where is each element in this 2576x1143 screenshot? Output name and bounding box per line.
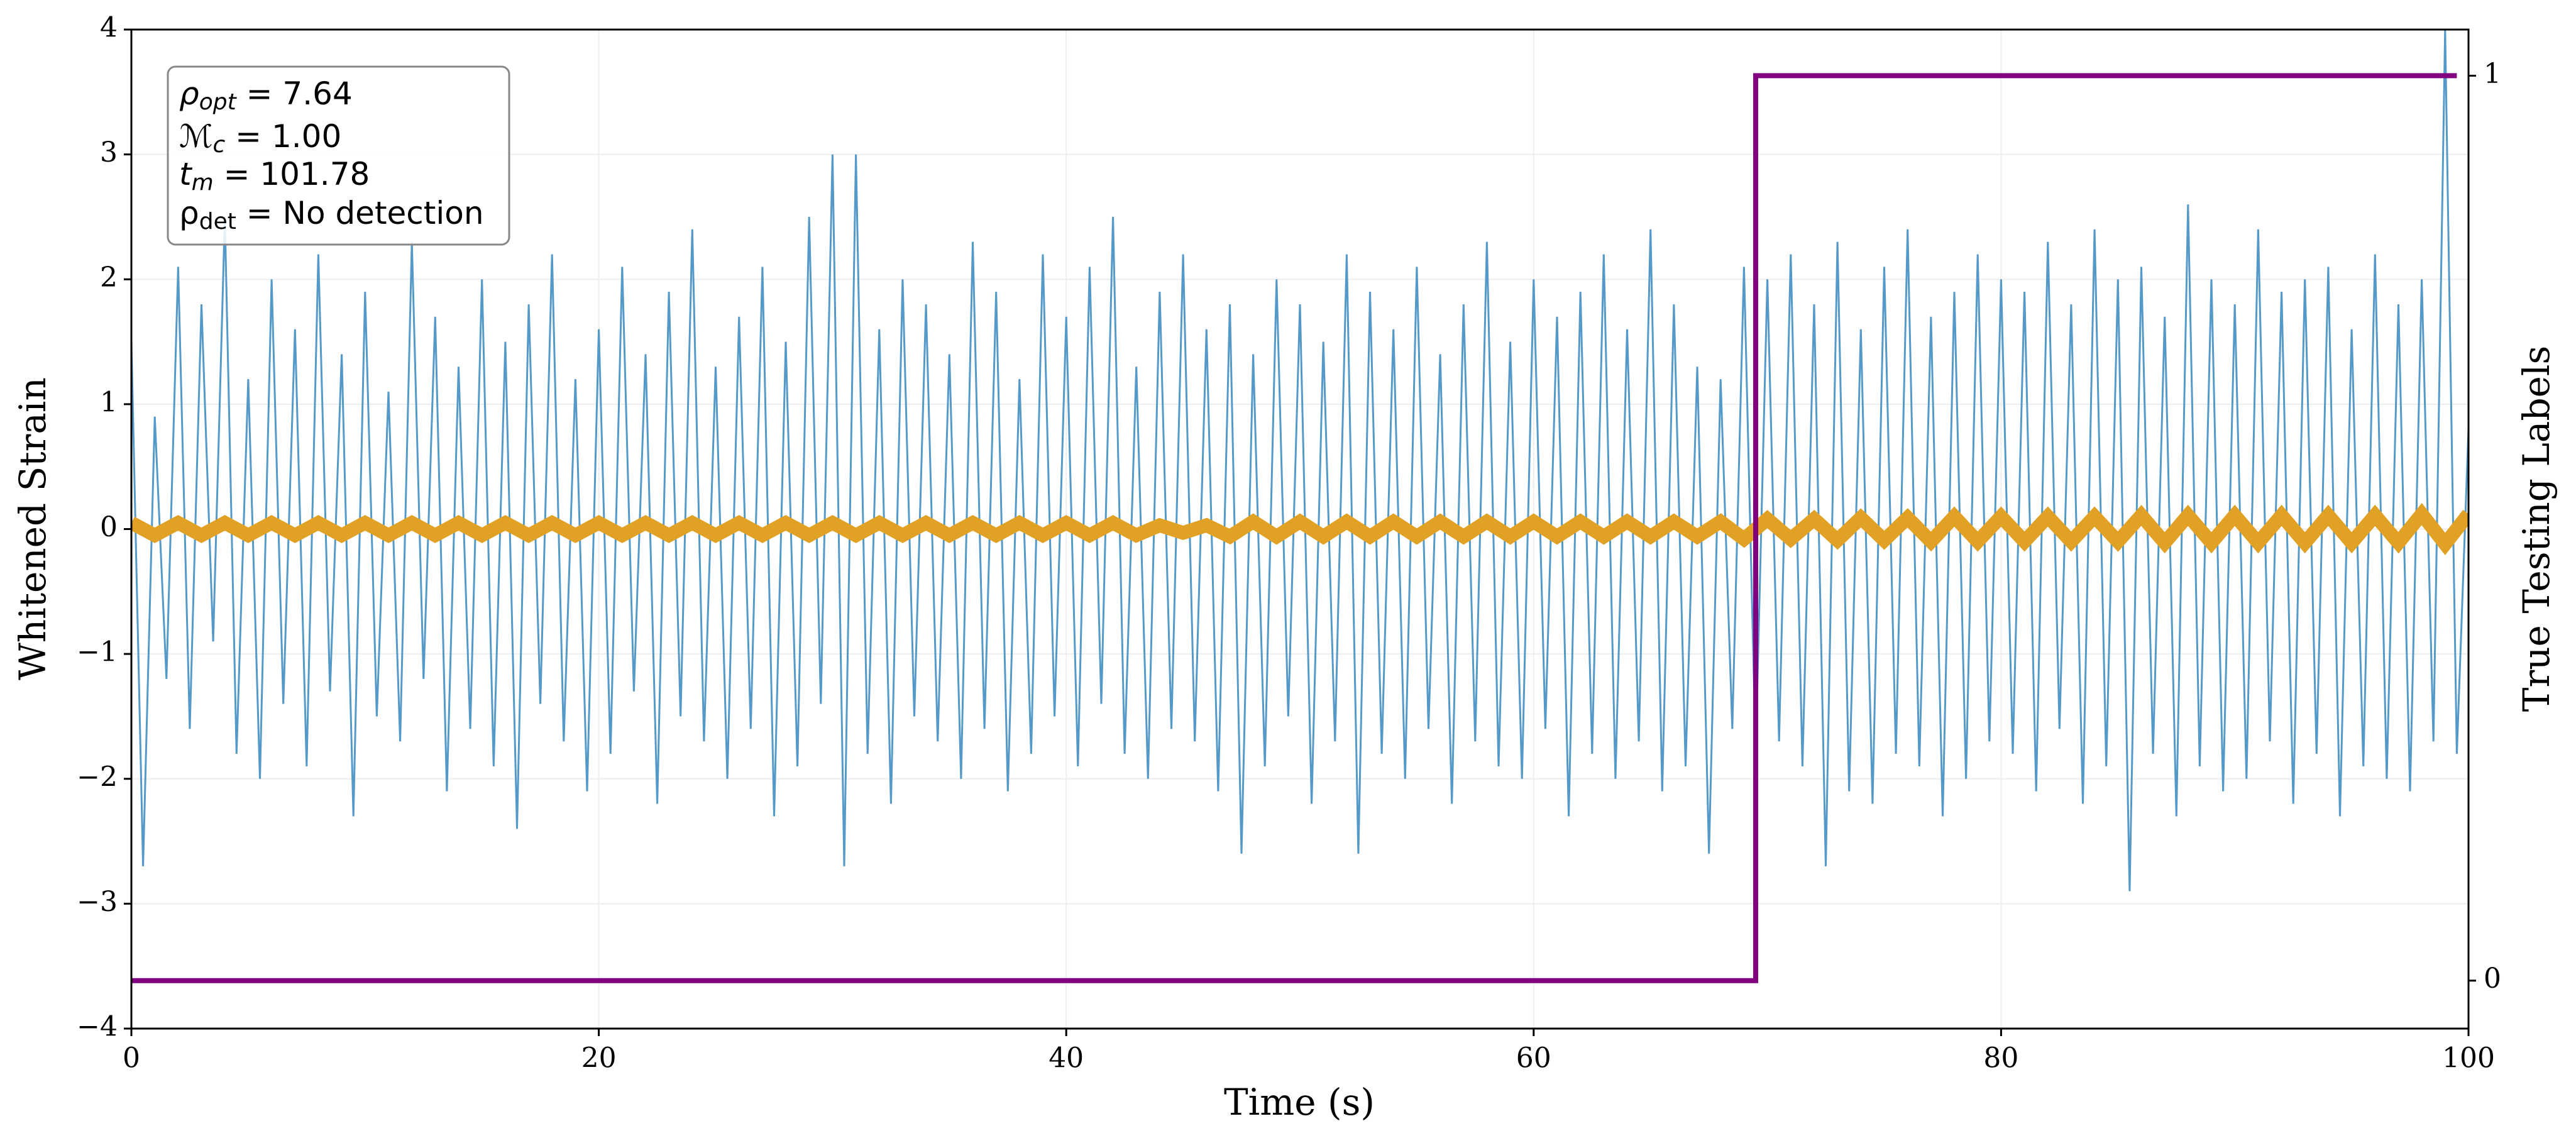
annotation-value: = No detection xyxy=(236,195,484,231)
annotation-symbol: ℳ xyxy=(179,118,212,155)
annotation-value: = 7.64 xyxy=(236,75,353,112)
x-tick-label: 80 xyxy=(1983,1042,2018,1074)
x-tick-label: 40 xyxy=(1049,1042,1084,1074)
annotation-symbol: ρ xyxy=(179,75,199,112)
annotation: tm = 101.78 xyxy=(179,156,370,196)
y2-tick-label: 0 xyxy=(2484,963,2501,995)
y-tick-label: −1 xyxy=(77,636,118,668)
annotation-subscript: det xyxy=(199,209,236,235)
y2-tick-label: 1 xyxy=(2484,58,2501,90)
y-tick-label: −2 xyxy=(77,761,118,793)
y-tick-label: −4 xyxy=(77,1011,118,1043)
series-line xyxy=(131,30,2469,892)
y-tick-label: 1 xyxy=(100,386,118,418)
y-tick-label: 0 xyxy=(100,511,118,543)
y-tick-label: 3 xyxy=(100,136,118,168)
annotation-value: = 1.00 xyxy=(225,118,341,155)
y2-axis-label: True Testing Labels xyxy=(2515,346,2558,712)
annotation-subscript: opt xyxy=(199,89,238,115)
annotation: ℳc = 1.00 xyxy=(179,118,341,158)
annotation-box xyxy=(167,65,510,246)
x-tick-label: 100 xyxy=(2442,1042,2495,1074)
x-axis-label: Time (s) xyxy=(1224,1081,1375,1124)
y-tick-label: 4 xyxy=(100,12,118,44)
y-tick-label: 2 xyxy=(100,262,118,294)
annotation: ρopt = 7.64 xyxy=(179,75,353,116)
annotation-value: = 101.78 xyxy=(214,156,370,192)
annotation-subscript: m xyxy=(192,170,214,196)
y-axis-label: Whitened Strain xyxy=(11,377,54,680)
x-tick-label: 20 xyxy=(581,1042,617,1074)
series-line xyxy=(131,73,2457,983)
plot-area xyxy=(131,30,2469,983)
series-line xyxy=(131,503,2469,556)
x-tick-label: 60 xyxy=(1516,1042,1551,1074)
annotation-symbol: ρ xyxy=(179,195,199,231)
y-tick-label: −3 xyxy=(77,886,118,918)
x-tick-label: 0 xyxy=(123,1042,140,1074)
annotation-subscript: c xyxy=(212,132,225,158)
annotation: ρdet = No detection xyxy=(179,195,484,235)
annotation-symbol: t xyxy=(179,156,193,192)
